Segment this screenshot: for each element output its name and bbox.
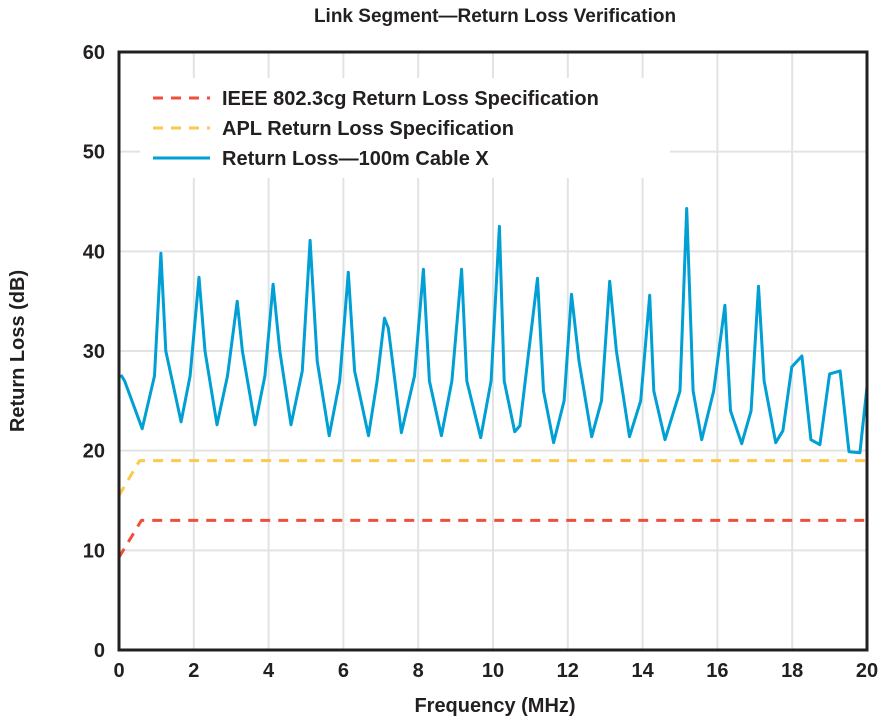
chart-title: Link Segment—Return Loss Verification: [314, 6, 676, 27]
legend: IEEE 802.3cg Return Loss Specification AP…: [140, 78, 670, 178]
x-tick-label: 6: [338, 660, 349, 682]
y-tick-label: 10: [83, 540, 105, 562]
legend-label: IEEE 802.3cg Return Loss Specification: [222, 88, 599, 110]
y-tick-labels: 0 10 20 30 40 50 60: [83, 42, 105, 662]
y-tick-label: 50: [83, 142, 105, 164]
x-tick-label: 2: [188, 660, 199, 682]
legend-background: [140, 78, 670, 178]
y-tick-label: 40: [83, 241, 105, 263]
x-tick-label: 20: [856, 660, 878, 682]
x-tick-label: 10: [482, 660, 504, 682]
series-line-2: [119, 207, 869, 455]
plot-frame: [117, 50, 869, 652]
y-tick-label: 20: [83, 441, 105, 463]
x-tick-labels: 0 2 4 6 8 10 12 14 16 18 20: [113, 660, 878, 682]
y-tick-label: 30: [83, 341, 105, 363]
x-tick-label: 14: [631, 660, 654, 682]
x-axis-label: Frequency (MHz): [414, 695, 575, 717]
y-tick-label: 60: [83, 42, 105, 64]
legend-label: APL Return Loss Specification: [222, 118, 514, 140]
y-tick-label: 0: [94, 640, 105, 662]
y-axis-label: Return Loss (dB): [7, 270, 29, 432]
x-tick-label: 8: [413, 660, 424, 682]
x-tick-label: 16: [706, 660, 728, 682]
x-tick-label: 0: [113, 660, 124, 682]
series-line-1: [117, 459, 867, 497]
x-tick-label: 18: [781, 660, 803, 682]
x-tick-label: 12: [557, 660, 579, 682]
series-line-0: [117, 518, 867, 559]
x-tick-label: 4: [263, 660, 275, 682]
series-group: [117, 207, 869, 559]
legend-label: Return Loss—100m Cable X: [222, 148, 489, 170]
